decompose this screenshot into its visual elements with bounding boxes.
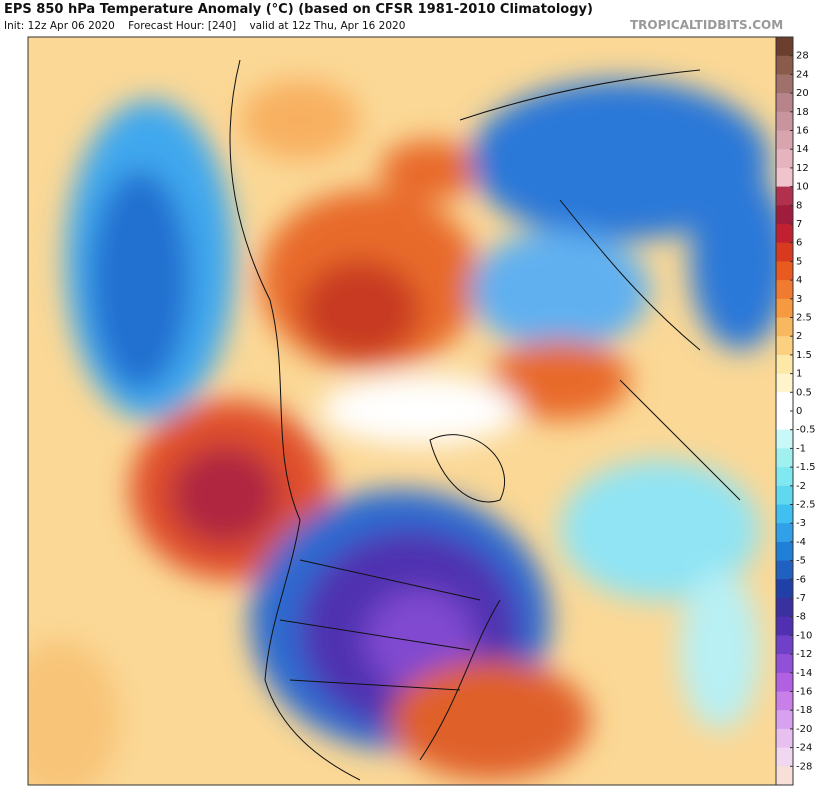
colorbar-label: 1.5	[796, 350, 812, 361]
colorbar-segment	[776, 635, 793, 655]
colorbar-label: 28	[796, 51, 809, 62]
colorbar-label: -20	[796, 724, 812, 735]
colorbar-label: -1	[796, 443, 806, 454]
colorbar-segment	[776, 411, 793, 431]
colorbar-label: 8	[796, 200, 802, 211]
colorbar-label: -2.5	[796, 500, 816, 511]
colorbar-label: 24	[796, 69, 809, 80]
colorbar-segment	[776, 691, 793, 711]
colorbar-label: 5	[796, 256, 802, 267]
colorbar-segment	[776, 298, 793, 318]
colorbar-label: -12	[796, 649, 812, 660]
forecast-hour: Forecast Hour: [240]	[128, 20, 237, 32]
colorbar-label: -3	[796, 518, 806, 529]
colorbar-label: -7	[796, 593, 806, 604]
colorbar-label: 3	[796, 294, 802, 305]
colorbar-label: -0.5	[796, 425, 816, 436]
colorbar-label: 14	[796, 144, 809, 155]
colorbar-segment	[776, 317, 793, 337]
colorbar-label: -2	[796, 481, 806, 492]
colorbar-segment	[776, 485, 793, 505]
colorbar-segment	[776, 224, 793, 244]
colorbar-label: 18	[796, 107, 809, 118]
colorbar-label: -14	[796, 668, 812, 679]
colorbar-segment	[776, 186, 793, 206]
colorbar-segment	[776, 541, 793, 562]
title: EPS 850 hPa Temperature Anomaly (°C) (ba…	[4, 2, 593, 17]
colorbar-label: -6	[796, 574, 806, 585]
colorbar-label: -1.5	[796, 462, 816, 473]
colorbar-label: -24	[796, 743, 812, 754]
colorbar-segment	[776, 37, 793, 57]
colorbar-label: 20	[796, 88, 809, 99]
colorbar-label: 0.5	[796, 387, 812, 398]
colorbar-label: -8	[796, 612, 806, 623]
colorbar-segment	[776, 448, 793, 468]
colorbar-segment	[776, 616, 793, 636]
colorbar-segment	[776, 579, 793, 599]
colorbar-label: 7	[796, 219, 802, 230]
colorbar-segment	[776, 747, 793, 767]
colorbar-segment	[776, 654, 793, 674]
colorbar-segment	[776, 598, 793, 618]
anomaly-map	[28, 37, 776, 785]
colorbar-segment	[776, 429, 793, 449]
colorbar-segment	[776, 467, 793, 487]
colorbar-segment	[776, 205, 793, 225]
colorbar-label: 0	[796, 406, 802, 417]
colorbar-segment	[776, 261, 793, 281]
colorbar-segment	[776, 728, 793, 749]
colorbar-segment	[776, 167, 793, 188]
colorbar-segment	[776, 336, 793, 356]
colorbar-label: -10	[796, 630, 812, 641]
colorbar-segment	[776, 354, 793, 375]
colorbar-label: -18	[796, 705, 812, 716]
colorbar-segment	[776, 766, 793, 786]
subtitle: Init: 12z Apr 06 2020 Forecast Hour: [24…	[4, 20, 415, 32]
colorbar-segment	[776, 523, 793, 543]
coastlines	[229, 59, 741, 781]
colorbar-segment	[776, 55, 793, 75]
colorbar-segment	[776, 710, 793, 730]
colorbar-label: 16	[796, 126, 809, 137]
colorbar-segment	[776, 111, 793, 131]
colorbar-segment	[776, 130, 793, 150]
colorbar-segment	[776, 93, 793, 113]
colorbar-label: 4	[796, 275, 802, 286]
colorbar-segment	[776, 560, 793, 580]
colorbar-segment	[776, 672, 793, 692]
colorbar-label: 12	[796, 163, 809, 174]
colorbar-label: 2.5	[796, 313, 812, 324]
colorbar-segment	[776, 74, 793, 94]
colorbar-label: 1	[796, 369, 802, 380]
colorbar-label: 10	[796, 182, 809, 193]
colorbar-label: -4	[796, 537, 806, 548]
colorbar-segment	[776, 242, 793, 262]
watermark: TROPICALTIDBITS.COM	[630, 18, 784, 32]
colorbar-label: -28	[796, 761, 812, 772]
colorbar-label: -5	[796, 556, 806, 567]
colorbar-segment	[776, 280, 793, 300]
colorbar-label: 2	[796, 331, 802, 342]
colorbar-segment	[776, 504, 793, 524]
colorbar-label: 6	[796, 238, 802, 249]
colorbar-segment	[776, 149, 793, 169]
colorbar-label: -16	[796, 687, 812, 698]
colorbar-segment	[776, 392, 793, 412]
colorbar-segment	[776, 373, 793, 393]
init-time: Init: 12z Apr 06 2020	[4, 20, 115, 32]
valid-time: valid at 12z Thu, Apr 16 2020	[249, 20, 406, 32]
